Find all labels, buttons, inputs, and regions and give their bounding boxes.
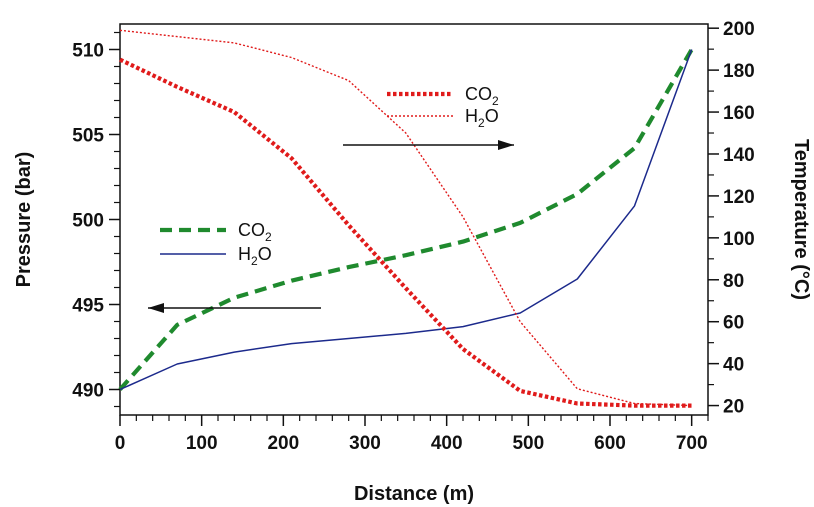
right-y-tick-label: 20: [723, 397, 744, 418]
plot-frame: [119, 23, 709, 416]
temperature-legend-co2-label: CO2: [465, 84, 499, 108]
left-y-axis-title: Pressure (bar): [13, 152, 35, 288]
right-y-tick-label: 100: [723, 229, 755, 250]
left-y-tick-label: 500: [72, 211, 104, 232]
axis-ticks: 0 100 200 300 400 500 600 700 490 495 500 505 510 20 4…: [72, 19, 754, 454]
right-y-tick-label: 140: [723, 145, 755, 166]
pressure-legend-h2o-label: H2O: [238, 244, 272, 268]
left-y-tick-label: 490: [72, 381, 104, 402]
x-tick-label: 500: [512, 433, 544, 454]
x-tick-label: 200: [267, 433, 299, 454]
x-tick-label: 100: [186, 433, 218, 454]
x-axis-title: Distance (m): [354, 483, 474, 505]
x-tick-label: 400: [431, 433, 463, 454]
x-tick-label: 0: [115, 433, 126, 454]
left-y-tick-label: 510: [72, 41, 104, 62]
arrow-to-temperature-axis-head: [498, 140, 514, 150]
plot-area-border: [119, 23, 709, 416]
temperature-legend-h2o-label: H2O: [465, 106, 499, 130]
right-y-tick-label: 40: [723, 355, 744, 376]
pressure-legend-co2-label: CO2: [238, 220, 272, 244]
x-tick-label: 600: [594, 433, 626, 454]
left-y-tick-label: 505: [72, 126, 104, 147]
left-y-tick-label: 495: [72, 296, 104, 317]
right-y-axis-title: Temperature (°C): [790, 139, 812, 300]
right-y-tick-label: 80: [723, 271, 744, 292]
x-tick-label: 700: [676, 433, 708, 454]
series-lines: [118, 29, 694, 408]
series-line-pressure-h2o: [119, 49, 693, 391]
arrow-to-pressure-axis-head: [148, 303, 164, 313]
right-y-tick-label: 180: [723, 61, 755, 82]
x-tick-label: 300: [349, 433, 381, 454]
series-line-temperature-h2o: [119, 29, 692, 407]
series-line-temperature-co2: [119, 57, 692, 408]
right-y-tick-label: 160: [723, 103, 755, 124]
right-y-tick-label: 120: [723, 187, 755, 208]
right-y-tick-label: 200: [723, 19, 755, 40]
series-line-pressure-co2: [118, 48, 694, 391]
right-y-tick-label: 60: [723, 313, 744, 334]
